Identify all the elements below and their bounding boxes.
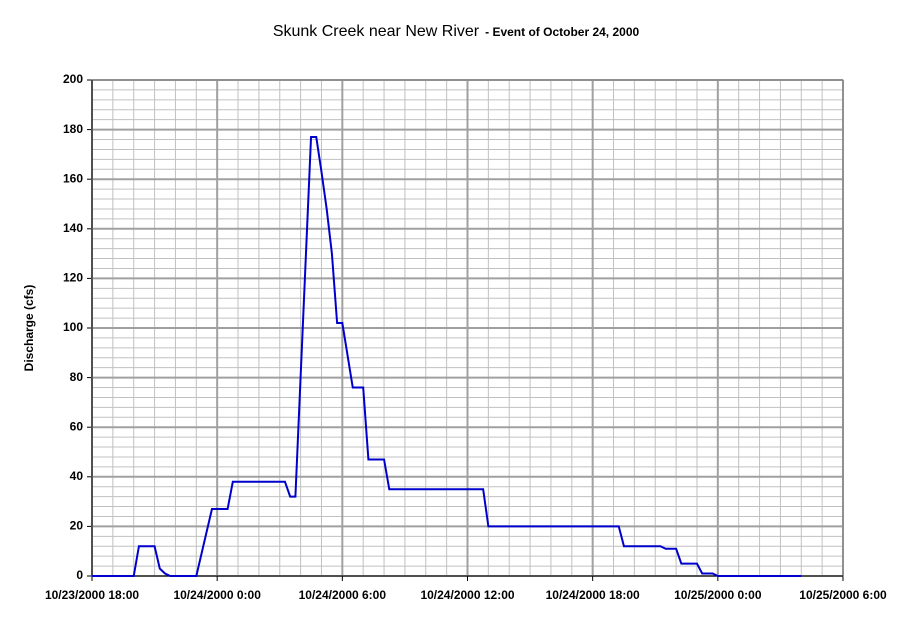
x-tick-label: 10/25/2000 6:00 [799, 588, 887, 602]
x-tick-label: 10/24/2000 18:00 [546, 588, 640, 602]
y-tick-label: 120 [63, 271, 83, 285]
y-tick-label: 80 [70, 370, 84, 384]
x-tick-label: 10/23/2000 18:00 [45, 588, 139, 602]
y-tick-label: 160 [63, 171, 83, 185]
y-axis-label: Discharge (cfs) [22, 285, 36, 372]
y-tick-label: 20 [70, 519, 84, 533]
y-tick-label: 60 [70, 419, 84, 433]
chart-subtitle: - Event of October 24, 2000 [485, 25, 639, 39]
y-tick-label: 0 [76, 568, 83, 582]
x-tick-label: 10/24/2000 0:00 [173, 588, 261, 602]
y-tick-label: 100 [63, 320, 83, 334]
y-tick-label: 40 [70, 469, 84, 483]
y-tick-label: 140 [63, 221, 83, 235]
chart-title: Skunk Creek near New River [273, 23, 480, 40]
x-tick-label: 10/25/2000 0:00 [674, 588, 762, 602]
x-tick-label: 10/24/2000 12:00 [420, 588, 514, 602]
y-tick-label: 200 [63, 72, 83, 86]
x-tick-label: 10/24/2000 6:00 [299, 588, 387, 602]
data-line [92, 136, 802, 577]
y-tick-label: 180 [63, 122, 83, 136]
